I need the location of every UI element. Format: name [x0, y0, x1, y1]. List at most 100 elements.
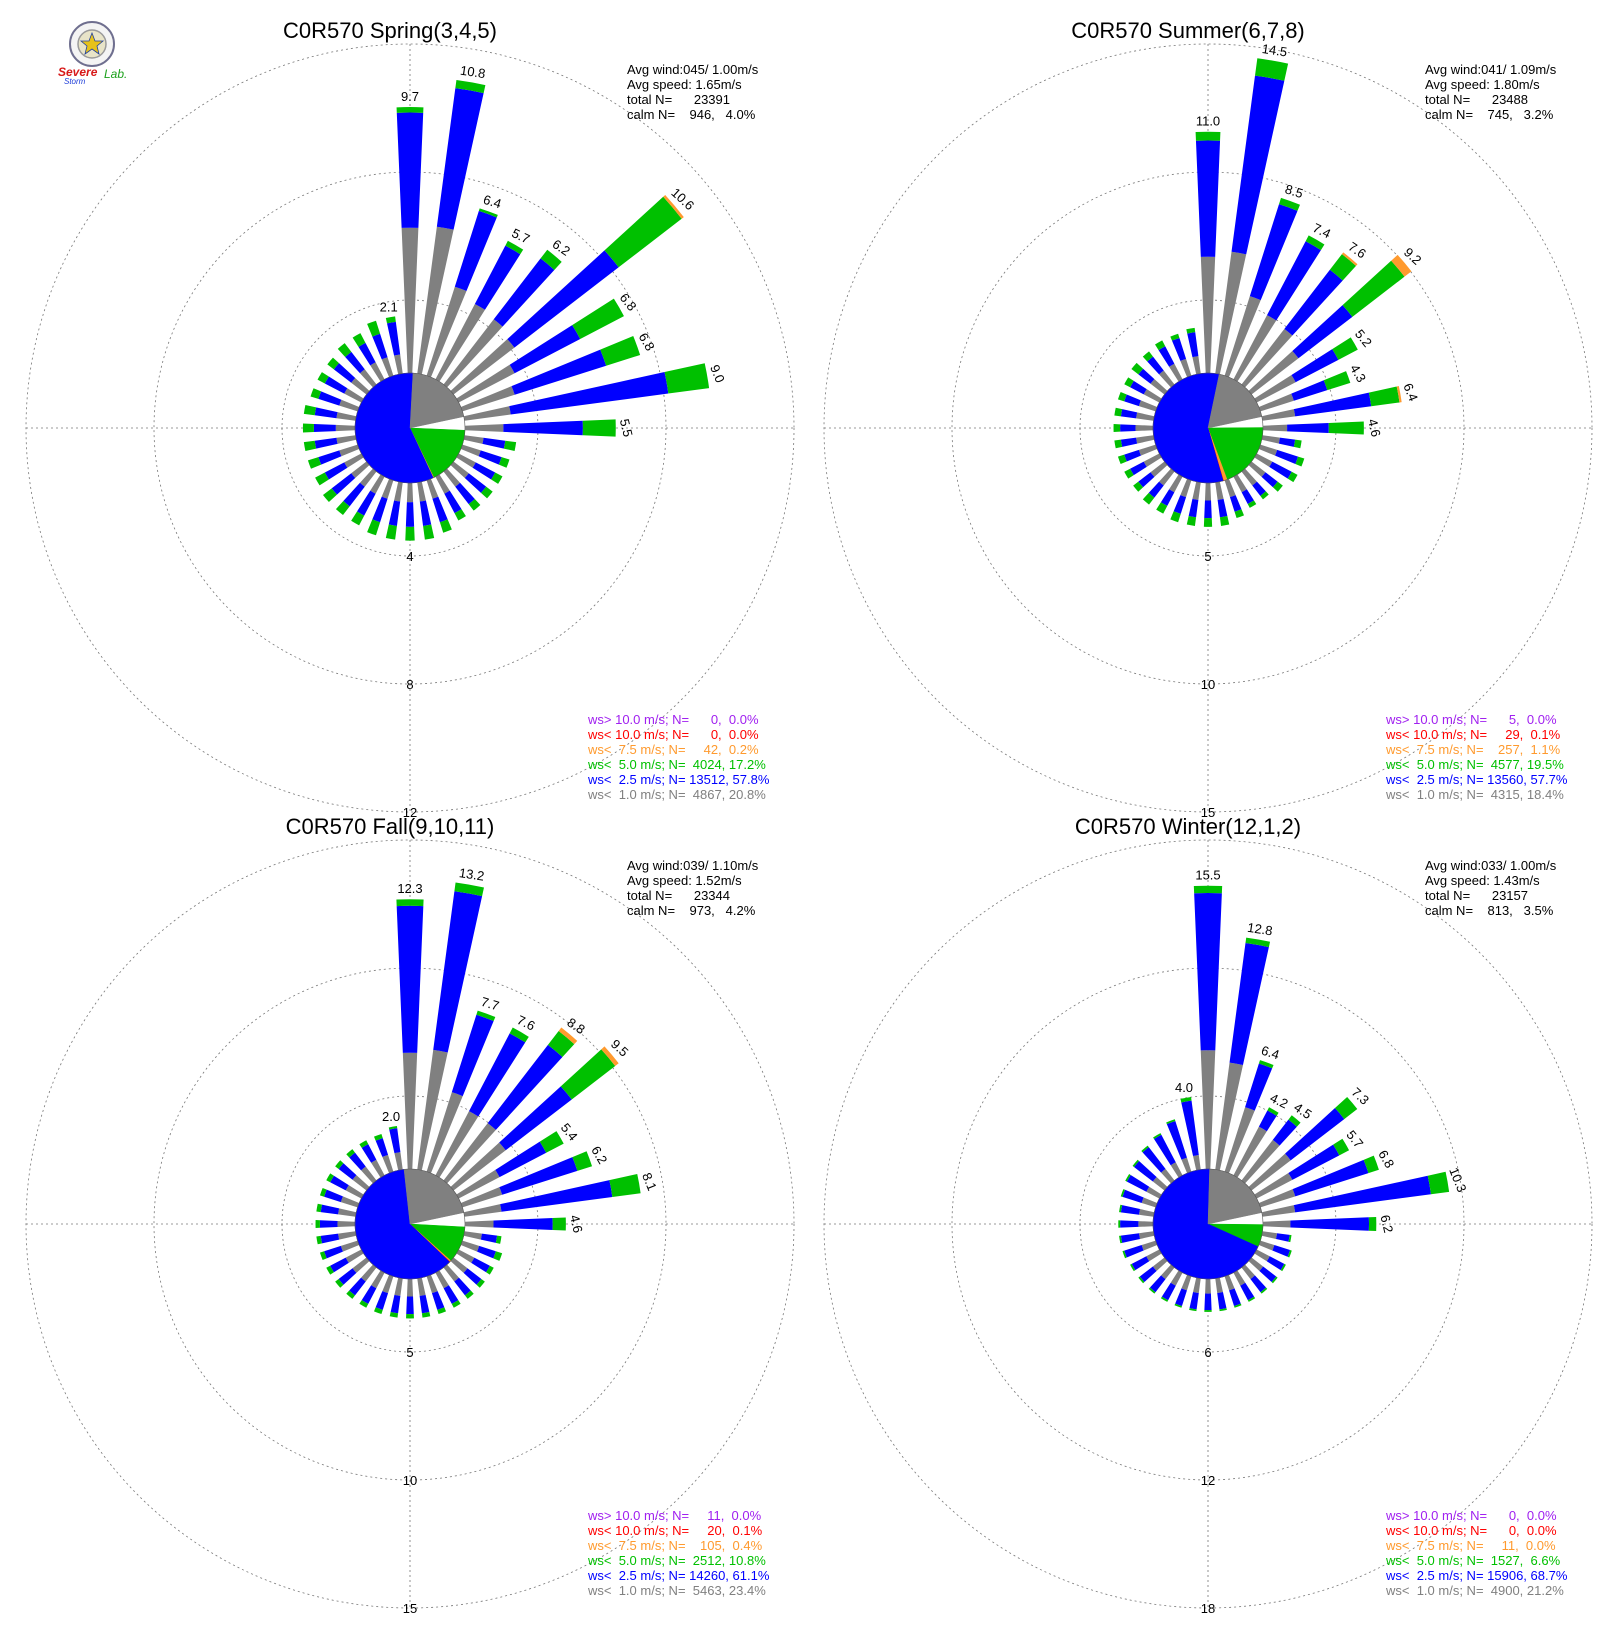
spoke-bar-50: [1391, 254, 1412, 277]
spoke-bar-120: [471, 1257, 490, 1273]
spoke-bar-350: [1192, 356, 1201, 375]
spoke-bar-340: [367, 320, 381, 337]
spoke-bar-290: [1122, 1189, 1144, 1203]
stat-line: total N= 23391: [627, 92, 730, 107]
stat-line: Avg wind:039/ 1.10m/s: [627, 858, 759, 873]
spoke-bar-160: [437, 1307, 447, 1315]
spoke-bar-320: [349, 1152, 366, 1171]
spoke-bar-250: [339, 444, 360, 457]
spoke-bar-260: [1119, 1235, 1123, 1244]
spoke-bar-180: [1203, 518, 1213, 527]
spoke-bar-330: [1153, 1133, 1162, 1139]
spoke-bar-180: [406, 1314, 414, 1319]
spoke-bar-170: [1219, 1308, 1227, 1312]
spoke-bar-10: [417, 226, 454, 375]
spoke-bar-320: [1142, 351, 1154, 362]
legend-entry: ws< 1.0 m/s; N= 4315, 18.4%: [1385, 787, 1564, 802]
spoke-bar-150: [435, 1270, 449, 1289]
spoke-bar-50: [1334, 1096, 1358, 1120]
spoke-bar-290: [1120, 1189, 1126, 1197]
spoke-bar-40: [1288, 1115, 1301, 1127]
legend-entry: ws< 2.5 m/s; N= 13560, 57.7%: [1385, 772, 1568, 787]
spoke-bar-80: [1293, 1175, 1432, 1213]
spoke-bar-350: [1180, 1097, 1192, 1103]
spoke-bar-80: [664, 363, 710, 394]
spoke-bar-280: [1119, 1204, 1123, 1213]
spoke-bar-280: [1120, 409, 1138, 419]
spoke-bar-30: [505, 240, 524, 255]
spoke-bar-30: [1267, 1107, 1279, 1116]
spoke-bar-160: [1234, 509, 1245, 519]
spoke-bar-100: [463, 1231, 482, 1240]
spoke-bar-180: [1204, 1293, 1212, 1311]
legend-entry: ws< 1.0 m/s; N= 4867, 20.8%: [587, 787, 766, 802]
spoke-bar-200: [1180, 478, 1192, 498]
spoke-bar-210: [1161, 1282, 1176, 1301]
spoke-bar-40: [1272, 1119, 1297, 1146]
chart-title: C0R570 Summer(6,7,8): [1071, 18, 1305, 43]
spoke-bar-50: [450, 339, 515, 395]
spoke-bar-180: [1204, 482, 1212, 501]
spoke-bar-270: [302, 423, 314, 433]
spoke-bar-130: [476, 1278, 485, 1288]
spoke-bar-350: [1187, 332, 1199, 358]
spoke-bar-50: [1292, 305, 1353, 359]
spoke-bar-150: [454, 509, 466, 521]
spoke-bar-10: [1215, 251, 1247, 375]
stat-line: calm N= 745, 3.2%: [1425, 107, 1554, 122]
spoke-label-80: 10.3: [1446, 1165, 1469, 1194]
legend-entry: ws< 5.0 m/s; N= 4577, 19.5%: [1385, 757, 1564, 772]
spoke-bar-320: [359, 369, 377, 388]
spoke-bar-350: [385, 316, 396, 324]
spoke-bar-120: [1269, 461, 1292, 479]
spoke-bar-230: [338, 1268, 357, 1285]
spoke-bar-130: [463, 1268, 482, 1285]
ring-label: 5: [1204, 549, 1211, 564]
spoke-bar-270: [1118, 1220, 1121, 1228]
spoke-bar-60: [456, 364, 515, 403]
spoke-bar-210: [1156, 502, 1168, 514]
spoke-bar-10: [436, 88, 484, 230]
spoke-bar-350: [1186, 327, 1196, 334]
spoke-bar-100: [482, 437, 506, 449]
spoke-bar-150: [1247, 1296, 1256, 1302]
legend-entry: ws< 7.5 m/s; N= 11, 0.0%: [1385, 1538, 1556, 1553]
spoke-bar-310: [1131, 362, 1144, 375]
spoke-bar-120: [472, 462, 496, 480]
legend-entry: ws< 1.0 m/s; N= 5463, 23.4%: [587, 1583, 766, 1598]
spoke-bar-140: [464, 1290, 474, 1299]
spoke-bar-130: [450, 461, 469, 479]
spoke-bar-160: [439, 519, 452, 533]
spoke-bar-80: [1427, 1171, 1450, 1195]
spoke-bar-230: [335, 1278, 344, 1288]
spoke-bar-110: [460, 1240, 480, 1252]
spoke-bar-30: [1258, 1110, 1277, 1132]
spoke-bar-310: [1150, 379, 1168, 395]
spoke-bar-20: [454, 210, 497, 291]
spoke-bar-270: [315, 1220, 320, 1228]
spoke-bar-250: [340, 1240, 360, 1252]
spoke-bar-90: [1262, 424, 1288, 432]
spoke-bar-260: [1138, 1231, 1155, 1239]
spoke-bar-30: [474, 245, 521, 310]
spoke-bar-110: [1275, 449, 1299, 465]
spoke-bar-60: [1288, 1144, 1340, 1180]
spoke-bar-280: [316, 1203, 323, 1213]
spoke-bar-310: [335, 1160, 344, 1170]
spoke-bar-50: [1342, 260, 1405, 317]
spoke-bar-190: [1192, 481, 1201, 500]
spoke-bar-250: [1138, 444, 1158, 456]
spoke-bar-170: [1219, 515, 1230, 526]
spoke-bar-300: [1146, 1186, 1162, 1199]
spoke-bar-350: [1181, 1100, 1199, 1157]
spoke-bar-240: [326, 1265, 334, 1275]
spoke-bar-150: [1247, 500, 1257, 508]
stat-line: Avg wind:041/ 1.09m/s: [1425, 62, 1557, 77]
spoke-bar-350: [394, 354, 403, 375]
logo-text-storm: Storm: [64, 77, 86, 86]
spoke-bar-290: [310, 388, 322, 399]
spoke-bar-180: [1204, 500, 1212, 519]
spoke-bar-260: [336, 435, 357, 444]
spoke-bar-0: [1193, 885, 1223, 894]
spoke-bar-100: [480, 1233, 498, 1243]
